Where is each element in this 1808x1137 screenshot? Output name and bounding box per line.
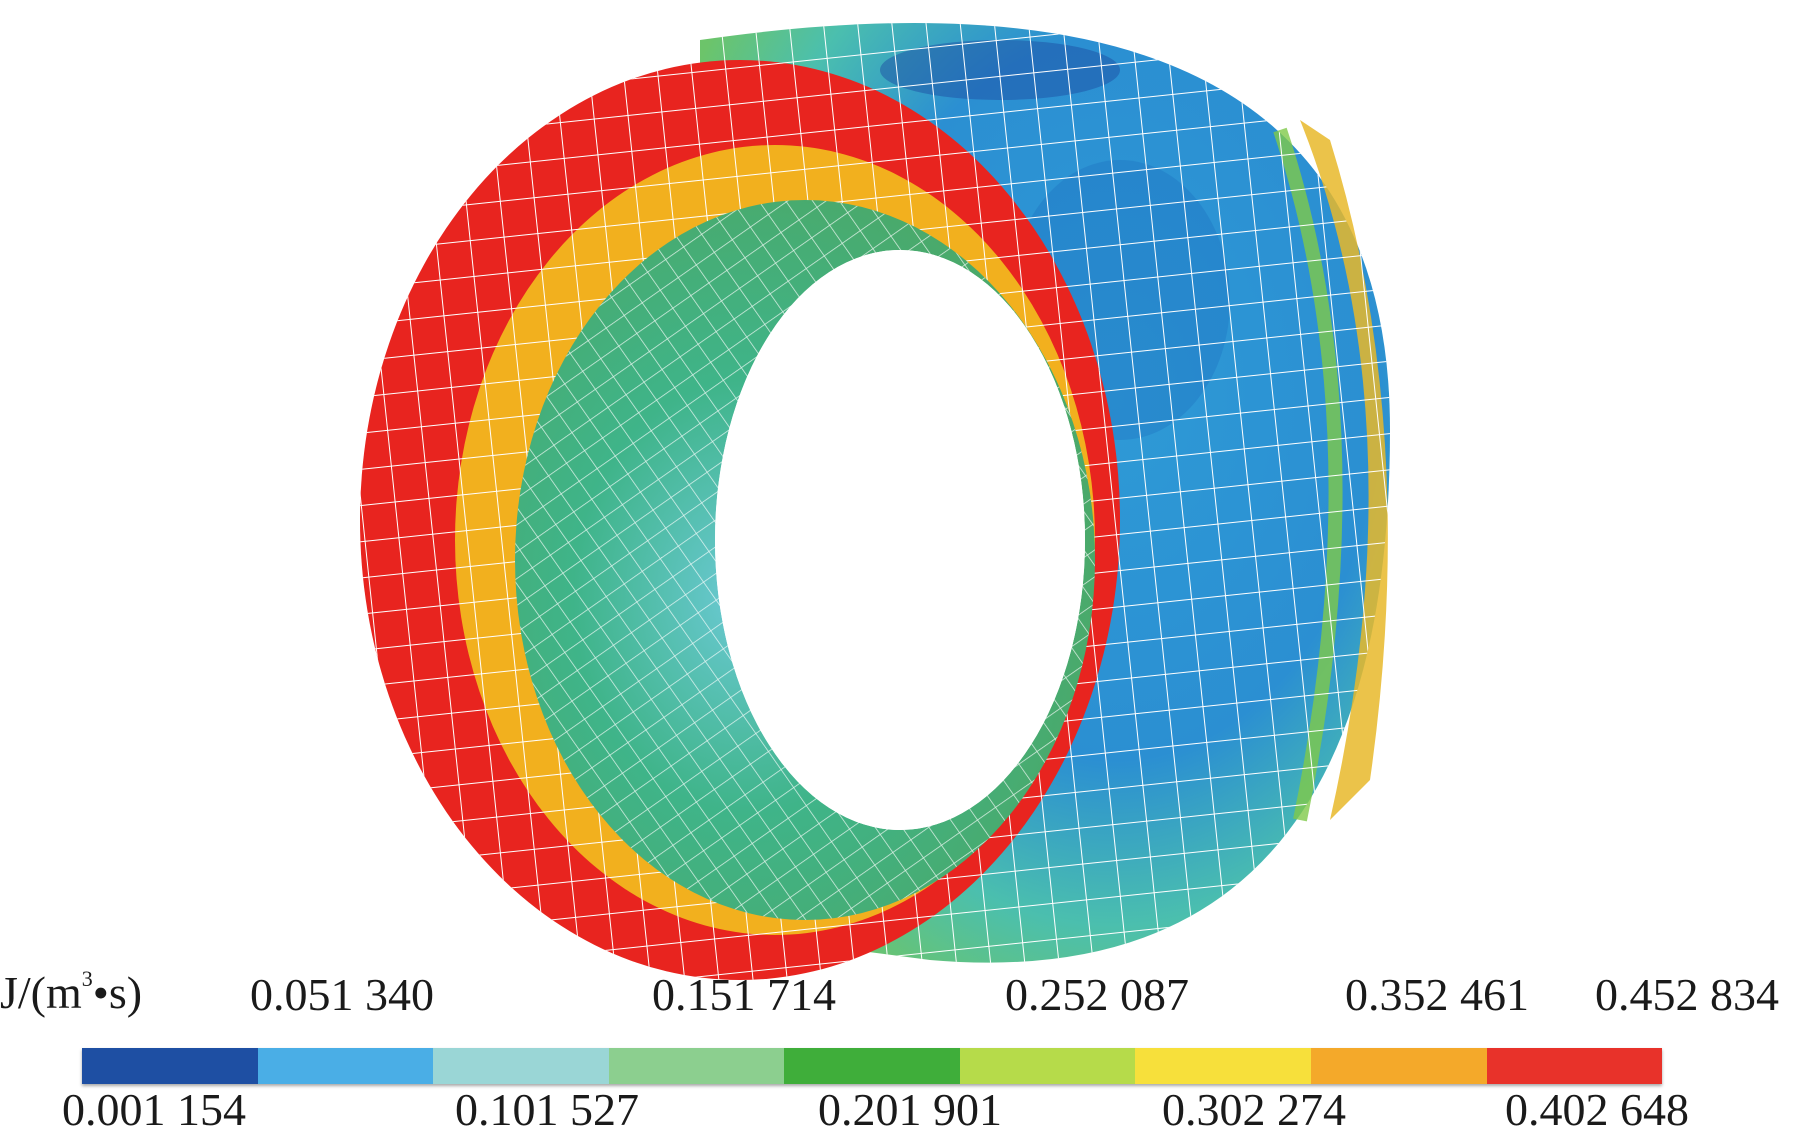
legend-top-label-1: 0.051 340 xyxy=(250,969,434,1020)
legend-swatch-6 xyxy=(959,1048,1136,1084)
unit-label: J/(m3•s) xyxy=(0,966,143,1018)
legend-color-bar xyxy=(82,1048,1663,1084)
legend-bottom-label-5: 0.402 648 xyxy=(1505,1084,1689,1135)
inner-bore-surface xyxy=(515,200,1095,920)
legend-top-label-2: 0.151 714 xyxy=(652,969,836,1020)
legend-swatch-5 xyxy=(784,1048,960,1084)
legend-swatch-7 xyxy=(1135,1048,1311,1084)
legend-swatch-4 xyxy=(608,1048,785,1084)
legend-swatch-9 xyxy=(1486,1048,1663,1084)
legend-swatch-1 xyxy=(82,1048,258,1084)
legend-top-label-5: 0.452 834 xyxy=(1595,969,1779,1020)
legend-bottom-label-4: 0.302 274 xyxy=(1162,1084,1346,1135)
legend-bottom-label-3: 0.201 901 xyxy=(818,1084,1002,1135)
legend-swatch-2 xyxy=(257,1048,434,1084)
legend-bottom-label-2: 0.101 527 xyxy=(455,1084,639,1135)
legend-swatch-8 xyxy=(1310,1048,1487,1084)
legend-bottom-label-1: 0.001 154 xyxy=(62,1084,246,1135)
legend-swatch-3 xyxy=(433,1048,609,1084)
legend-top-label-4: 0.352 461 xyxy=(1345,969,1529,1020)
legend-top-label-3: 0.252 087 xyxy=(1005,969,1189,1020)
